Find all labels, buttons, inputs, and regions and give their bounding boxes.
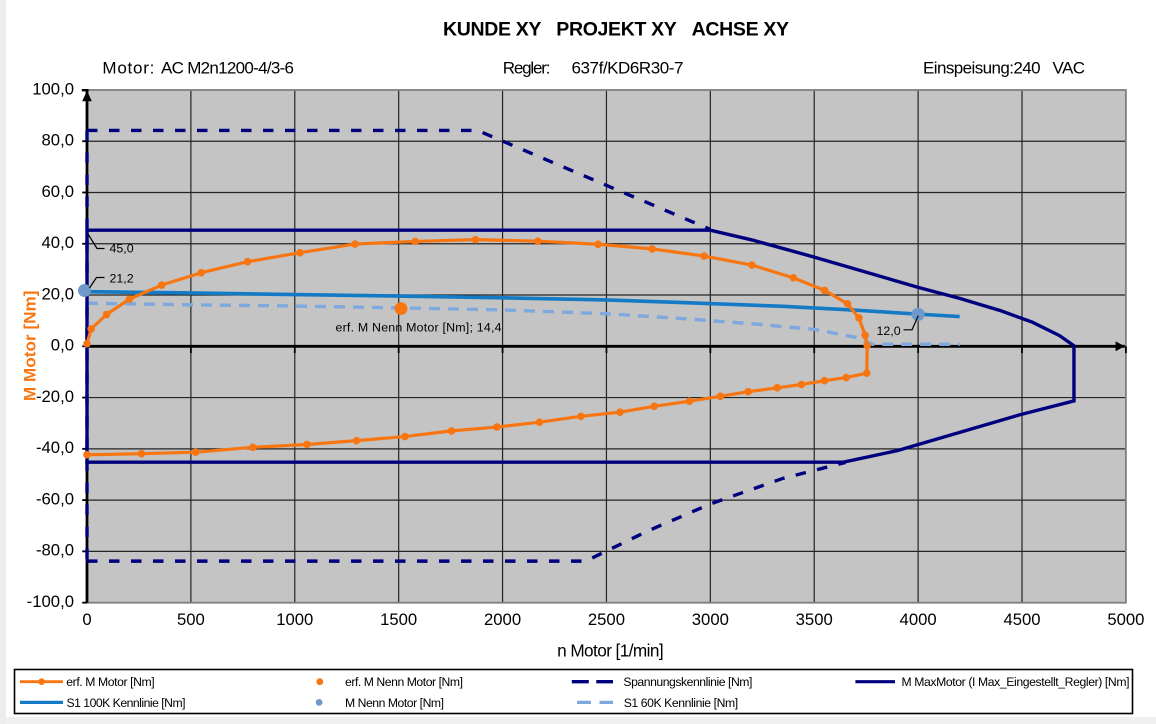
svg-text:0,0: 0,0 [51,336,74,355]
svg-text:-60,0: -60,0 [36,489,74,508]
svg-text:-20,0: -20,0 [36,387,74,406]
svg-text:1000: 1000 [276,610,313,629]
svg-text:S1 100K Kennlinie [Nm]: S1 100K Kennlinie [Nm] [67,696,186,710]
svg-text:40,0: 40,0 [42,233,74,252]
svg-text:20,0: 20,0 [42,284,74,303]
svg-text:5000: 5000 [1107,610,1144,629]
svg-text:12,0: 12,0 [877,324,901,338]
svg-text:S1 60K Kennlinie [Nm]: S1 60K Kennlinie [Nm] [624,696,738,710]
svg-text:M MaxMotor (I Max_Eingestellt_: M MaxMotor (I Max_Eingestellt_Regler) [N… [902,675,1130,689]
svg-text:erf. M Nenn Motor [Nm]; 14,4: erf. M Nenn Motor [Nm]; 14,4 [336,321,502,335]
svg-text:0: 0 [82,610,91,629]
svg-text:3500: 3500 [796,610,833,629]
svg-text:M Motor [Nm]: M Motor [Nm] [21,291,40,402]
svg-text:45,0: 45,0 [110,242,134,256]
svg-text:500: 500 [177,610,205,629]
svg-text:637f/KD6R30-7: 637f/KD6R30-7 [572,59,684,78]
svg-text:Einspeisung:240 VAC: Einspeisung:240 VAC [923,59,1085,78]
svg-text:erf. M Motor [Nm]: erf. M Motor [Nm] [66,675,154,689]
svg-text:erf. M Nenn Motor [Nm]: erf. M Nenn Motor [Nm] [345,675,463,689]
svg-text:-40,0: -40,0 [36,438,74,457]
svg-text:Regler:: Regler: [503,59,551,78]
svg-text:-80,0: -80,0 [36,541,74,560]
svg-text:M Nenn Motor [Nm]: M Nenn Motor [Nm] [345,696,444,710]
svg-text:21,2: 21,2 [110,272,134,286]
svg-text:100,0: 100,0 [32,79,74,98]
svg-text:2000: 2000 [484,610,521,629]
svg-text:n Motor [1/min]: n Motor [1/min] [557,641,664,661]
svg-text:4500: 4500 [1003,610,1040,629]
svg-text:1500: 1500 [380,610,417,629]
svg-text:2500: 2500 [588,610,625,629]
svg-text:4000: 4000 [900,610,937,629]
svg-text:AC M2n1200-4/3-6: AC M2n1200-4/3-6 [161,59,294,78]
svg-text:KUNDE XY PROJEKT XY ACHSE: KUNDE XY PROJEKT XY ACHSE XY [443,19,789,41]
svg-text:-100,0: -100,0 [27,592,74,611]
svg-text:80,0: 80,0 [42,131,74,150]
svg-text:Motor:: Motor: [102,59,154,78]
svg-text:60,0: 60,0 [42,182,74,201]
svg-text:3000: 3000 [692,610,729,629]
svg-text:Spannungskennlinie [Nm]: Spannungskennlinie [Nm] [623,675,752,689]
